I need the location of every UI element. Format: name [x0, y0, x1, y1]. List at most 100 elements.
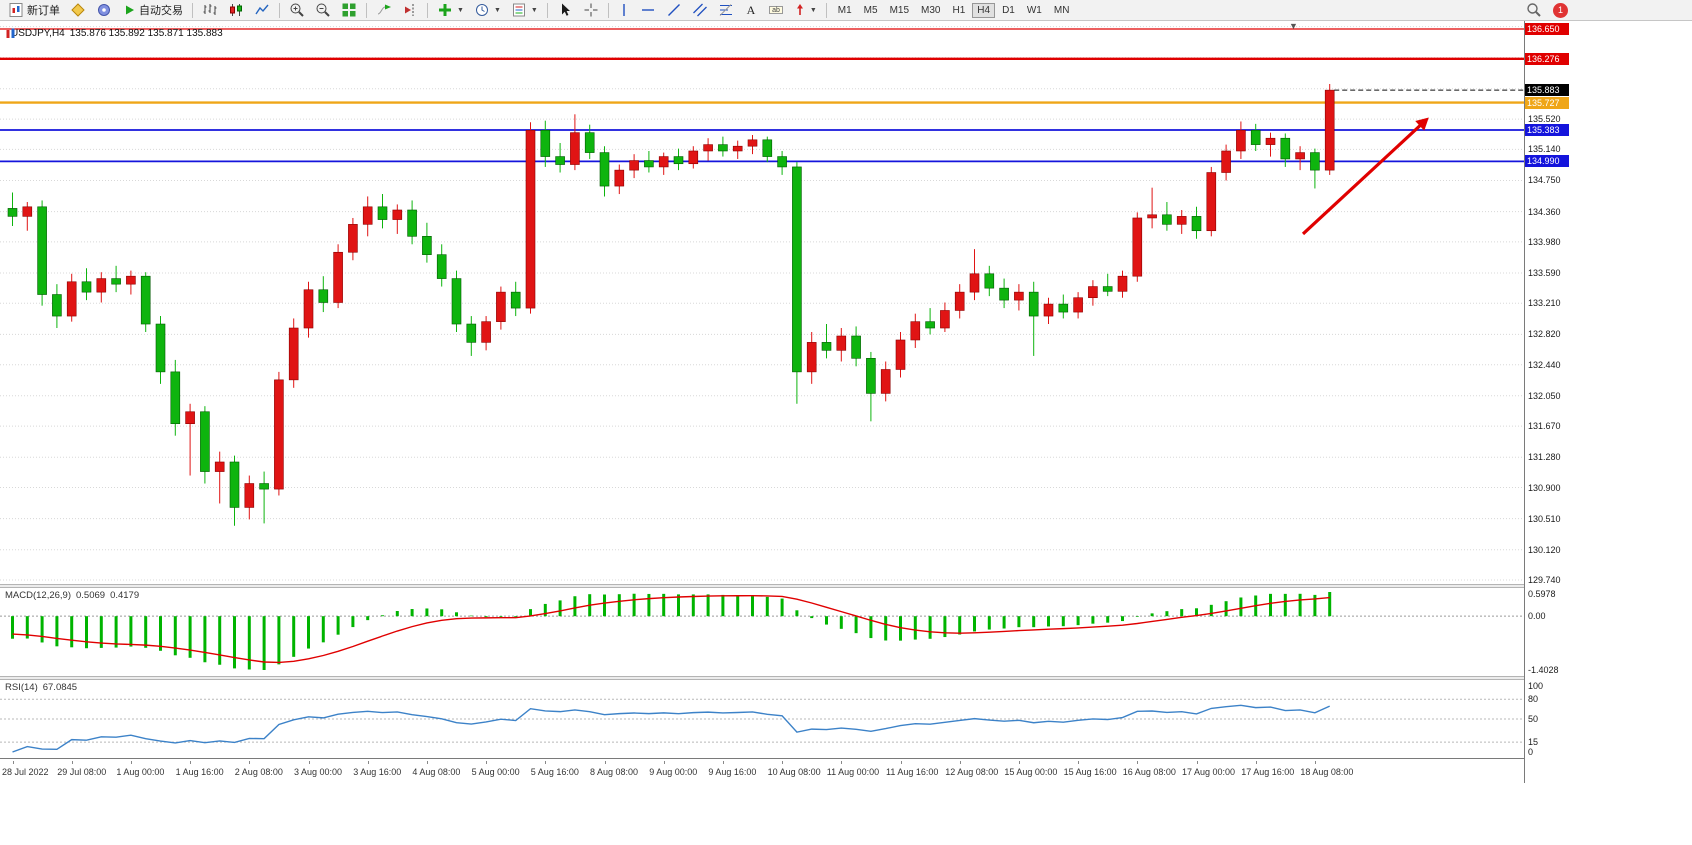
trend-arrow-annotation[interactable] [1301, 117, 1429, 236]
auto-trading-button[interactable]: 自动交易 [117, 1, 188, 19]
metaeditor-icon [70, 2, 86, 18]
timeframe-button-m1[interactable]: M1 [833, 3, 857, 18]
timeframe-button-mn[interactable]: MN [1049, 3, 1075, 18]
price-axis[interactable]: 135.520 135.140 134.750 134.360 133.980 133.5… [1524, 21, 1569, 783]
candle [333, 244, 343, 309]
time-tick [1078, 761, 1080, 764]
candle [1028, 281, 1039, 356]
line-chart-button[interactable] [249, 1, 275, 19]
arrows-button[interactable]: ▼ [789, 1, 822, 19]
vertical-line-icon [618, 2, 630, 18]
candle [81, 268, 92, 301]
macd-panel[interactable]: MACD(12,26,9) 0.5069 0.4179 [0, 588, 1524, 676]
bar-chart-button[interactable] [197, 1, 223, 19]
chevron-down-icon: ▼ [530, 6, 538, 14]
rsi-label: RSI(14) 67.0845 [5, 682, 78, 693]
new-order-button[interactable]: 新订单 [3, 1, 65, 19]
time-axis-label: 28 Jul 2022 [2, 767, 49, 777]
time-tick [545, 761, 547, 764]
candle [1102, 273, 1113, 297]
timeframe-button-h1[interactable]: H1 [947, 3, 970, 18]
metaeditor-button[interactable] [65, 1, 91, 19]
panel-separator [0, 758, 1568, 761]
timeframe-button-m30[interactable]: M30 [916, 3, 945, 18]
panel-separator[interactable] [0, 584, 1568, 588]
candle [214, 451, 225, 504]
cursor-button[interactable] [552, 1, 578, 19]
candle [274, 371, 284, 496]
main-chart-panel[interactable]: USDJPY,H4 135.876 135.892 135.871 135.88… [0, 21, 1524, 584]
macd-signal-line [12, 595, 1330, 664]
candle [111, 265, 121, 293]
zoom-out-button[interactable] [310, 1, 336, 19]
price-badge: 135.383 [1525, 124, 1569, 136]
options-icon [96, 2, 112, 18]
text-button[interactable]: A [739, 1, 763, 19]
chevron-down-icon: ▼ [493, 6, 501, 14]
price-tick-label: 133.210 [1528, 298, 1561, 309]
horizontal-line-button[interactable] [635, 1, 661, 19]
panel-separator[interactable] [0, 676, 1568, 680]
new-order-icon [8, 2, 24, 18]
timeframe-button-m5[interactable]: M5 [859, 3, 883, 18]
candle [732, 140, 743, 159]
timeframe-button-d1[interactable]: D1 [997, 3, 1020, 18]
periods-button[interactable]: ▼ [469, 1, 506, 19]
time-axis-label: 12 Aug 08:00 [945, 767, 999, 777]
tile-windows-button[interactable] [336, 1, 362, 19]
macd-chart[interactable] [0, 588, 1524, 676]
rsi-chart[interactable] [0, 680, 1524, 758]
time-axis-label: 5 Aug 16:00 [530, 767, 579, 777]
vertical-line-button[interactable] [613, 1, 635, 19]
candlestick-chart-button[interactable] [223, 1, 249, 19]
candle [140, 272, 151, 333]
time-tick [841, 761, 843, 764]
candlestick-chart[interactable] [0, 21, 1524, 584]
rsi-panel[interactable]: RSI(14) 67.0845 [0, 680, 1524, 758]
arrow-object-icon [794, 2, 806, 18]
search-button[interactable] [1521, 1, 1547, 19]
quote-line: USDJPY,H4 135.876 135.892 135.871 135.88… [6, 28, 223, 39]
timeframe-button-m15[interactable]: M15 [885, 3, 914, 18]
periods-clock-icon [474, 2, 490, 18]
candle [540, 120, 551, 167]
time-axis-label: 9 Aug 00:00 [649, 767, 698, 777]
auto-scroll-button[interactable] [371, 1, 397, 19]
time-axis-label: 16 Aug 08:00 [1122, 767, 1176, 777]
channel-button[interactable] [687, 1, 713, 19]
notification-badge[interactable]: 1 [1553, 2, 1568, 18]
toolbar-separator [546, 2, 548, 18]
templates-button[interactable]: ▼ [506, 1, 543, 19]
options-button[interactable] [91, 1, 117, 19]
text-label-button[interactable]: ab [763, 1, 789, 19]
candle [244, 475, 255, 520]
new-order-label: 新订单 [27, 5, 60, 17]
trendline-button[interactable] [661, 1, 687, 19]
candle [658, 152, 669, 175]
indicators-button[interactable]: ▼ [432, 1, 469, 19]
price-tick-label: 134.750 [1528, 175, 1561, 186]
candle [1280, 133, 1291, 167]
price-tick-label: 100 [1528, 681, 1544, 691]
time-tick [900, 761, 902, 764]
svg-text:ab: ab [772, 7, 780, 14]
chart-shift-marker[interactable]: ▼ [1289, 21, 1298, 31]
candle [422, 222, 432, 263]
candle [288, 318, 299, 388]
timeframe-button-h4[interactable]: H4 [972, 2, 996, 18]
time-axis-label: 17 Aug 16:00 [1241, 767, 1295, 777]
candle [96, 272, 107, 303]
fibonacci-button[interactable] [713, 1, 739, 19]
time-tick [1196, 761, 1198, 764]
candle [170, 359, 181, 436]
candle [1058, 294, 1069, 319]
time-axis[interactable]: 28 Jul 2022 29 Jul 08:00 1 Aug 00:00 1 Aug … [0, 761, 1568, 783]
candle [1265, 132, 1276, 157]
timeframe-button-w1[interactable]: W1 [1022, 3, 1047, 18]
zoom-in-button[interactable] [284, 1, 310, 19]
crosshair-button[interactable] [578, 1, 604, 19]
auto-trading-icon [122, 2, 136, 18]
price-tick-label: 133.980 [1528, 236, 1561, 247]
chart-shift-button[interactable] [397, 1, 423, 19]
price-tick-label: 131.280 [1528, 452, 1561, 463]
